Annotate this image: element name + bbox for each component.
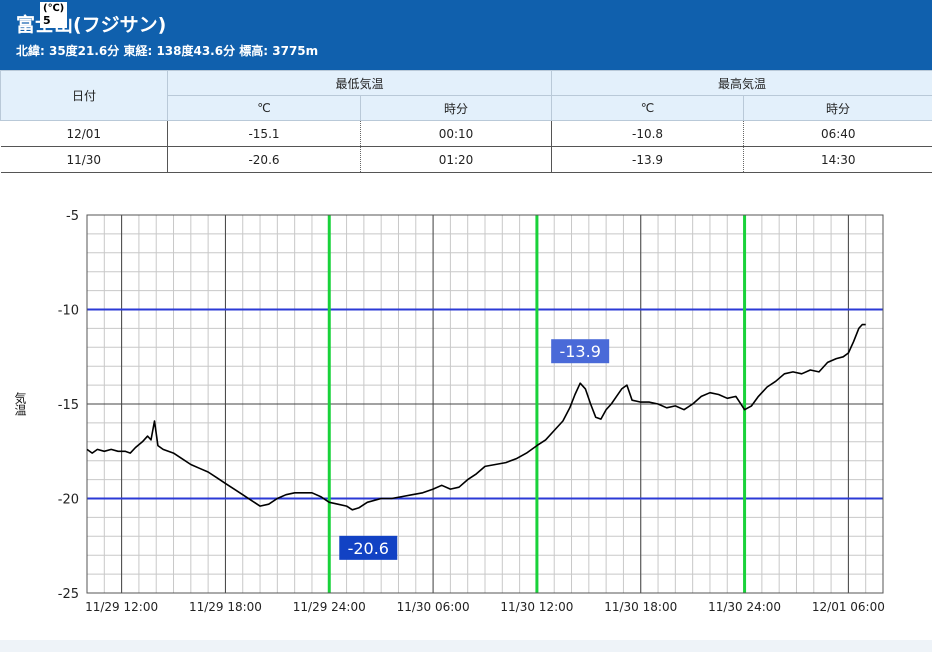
min-temp-header: 最低気温 xyxy=(166,70,553,96)
row-max-time: 06:40 xyxy=(743,120,932,147)
row-min-time: 00:10 xyxy=(359,120,552,147)
table-row: 11/30 -20.6 01:20 -13.9 14:30 xyxy=(0,146,932,173)
y-tick-label: -5 xyxy=(66,209,79,224)
y-tick-label: -15 xyxy=(58,398,79,413)
x-tick-label: 11/29 12:00 xyxy=(85,600,158,614)
summary-table: 日付 最低気温 最高気温 ℃ 時分 ℃ 時分 12/01 -15.1 00:10… xyxy=(0,70,932,173)
annotation-label: -13.9 xyxy=(559,342,600,361)
max-temp-unit-header: ℃ xyxy=(551,95,745,121)
row-min-time: 01:20 xyxy=(359,146,552,173)
chart-svg: -5-10-15-20-25 11/29 12:00 11/29 18:00 11/… xyxy=(13,209,885,614)
x-tick-label: 11/29 18:00 xyxy=(189,600,262,614)
min-temp-unit-header: ℃ xyxy=(167,95,361,121)
y-tick-label: -20 xyxy=(58,493,79,508)
annotation-box xyxy=(551,339,610,364)
x-tick-label: 11/30 24:00 xyxy=(708,600,781,614)
series-layer xyxy=(86,323,866,511)
temperature-chart: -5 -10 -15 -20 -25 11/29 12:00 11/29 18:00 11/… xyxy=(0,175,932,640)
y-tick-labels: -5 -10 -15 -20 -25 xyxy=(58,209,79,602)
annotation-layer: -13.9 -20.6 xyxy=(339,339,610,560)
row-min-temp: -15.1 xyxy=(167,120,361,147)
x-tick-label: 11/30 12:00 xyxy=(500,600,573,614)
unit-overlay-digit: 5 xyxy=(43,14,51,27)
temperature-line xyxy=(86,323,866,511)
station-meta: 北緯: 35度21.6分 東経: 138度43.6分 標高: 3775m xyxy=(16,44,319,58)
min-time-header: 時分 xyxy=(359,95,553,121)
row-max-time: 14:30 xyxy=(743,146,932,173)
table-row: 12/01 -15.1 00:10 -10.8 06:40 xyxy=(0,120,932,147)
annotation-label: -20.6 xyxy=(348,539,389,558)
x-tick-label: 12/01 06:00 xyxy=(812,600,885,614)
station-name: 富士山(フジサン) xyxy=(16,14,167,36)
x-tick-label: 11/29 24:00 xyxy=(293,600,366,614)
plot-frame xyxy=(86,214,884,594)
row-date: 11/30 xyxy=(0,146,168,173)
date-header: 日付 xyxy=(0,70,168,121)
x-tick-labels: 11/29 12:00 11/29 18:00 11/29 24:00 11/30 0… xyxy=(85,600,885,614)
x-tick-label: 11/30 06:00 xyxy=(397,600,470,614)
unit-overlay-unit: (℃) xyxy=(43,3,65,14)
y-tick-label: -10 xyxy=(58,304,79,319)
row-date: 12/01 xyxy=(0,120,168,147)
y-tick-label: -25 xyxy=(58,587,79,602)
bottom-band xyxy=(0,640,932,652)
row-min-temp: -20.6 xyxy=(167,146,361,173)
station-header: 富士山(フジサン) (℃) 5 北緯: 35度21.6分 東経: 138度43.… xyxy=(0,0,932,70)
max-temp-header: 最高気温 xyxy=(551,70,932,96)
chart-highlight-lines xyxy=(87,215,883,593)
unit-overlay: (℃) 5 xyxy=(40,2,68,28)
x-tick-label: 11/30 18:00 xyxy=(604,600,677,614)
max-time-header: 時分 xyxy=(743,95,932,121)
row-max-temp: -10.8 xyxy=(551,120,744,147)
annotation-box xyxy=(339,535,398,560)
row-max-temp: -13.9 xyxy=(551,146,744,173)
y-axis-label: 気温 xyxy=(13,391,27,416)
